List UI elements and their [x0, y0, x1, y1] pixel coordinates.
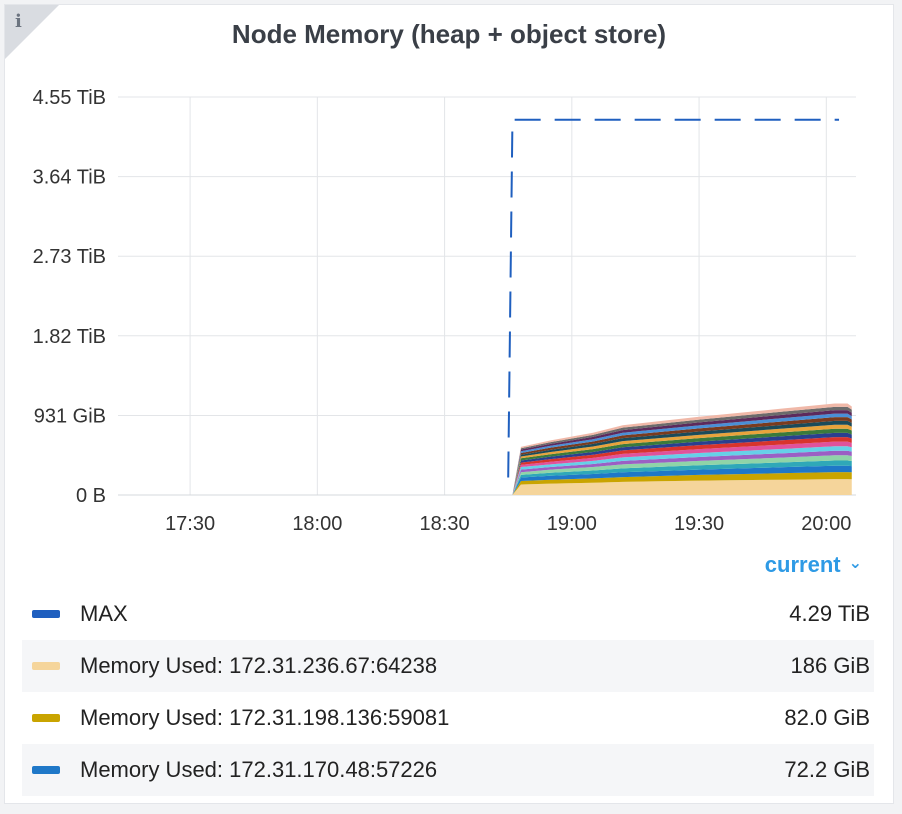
legend-label: Memory Used: 172.31.236.67:64238 [80, 653, 438, 678]
y-tick-label: 4.55 TiB [33, 87, 106, 109]
x-tick-label: 20:00 [801, 513, 851, 535]
y-tick-label: 1.82 TiB [33, 326, 106, 348]
legend-swatch [32, 714, 60, 722]
legend-item-max[interactable]: MAX 4.29 TiB [22, 588, 874, 640]
info-icon[interactable]: i [15, 11, 22, 32]
area-series-5 [512, 455, 852, 495]
x-tick-label: 19:30 [674, 513, 724, 535]
legend-item[interactable]: Memory Used: 172.31.170.48:57226 72.2 Gi… [22, 744, 874, 796]
max-line [507, 118, 840, 478]
area-series-4 [512, 460, 852, 495]
legend-value: 82.0 GiB [784, 705, 870, 730]
legend-mode-label: current [764, 552, 841, 577]
legend-swatch [32, 662, 60, 670]
y-tick-label: 3.64 TiB [33, 167, 106, 189]
x-tick-label: 19:00 [547, 513, 597, 535]
max-series-line [507, 118, 840, 478]
info-corner[interactable] [5, 5, 59, 59]
legend-item[interactable]: Memory Used: 172.31.236.67:64238 186 GiB [22, 640, 874, 692]
x-tick-label: 17:30 [165, 513, 215, 535]
area-series-3 [512, 465, 852, 495]
area-series-1 [512, 479, 852, 495]
legend-value: 72.2 GiB [784, 757, 870, 782]
legend: MAX 4.29 TiB Memory Used: 172.31.236.67:… [22, 588, 874, 796]
legend-swatch [32, 610, 60, 618]
area-series-14 [512, 417, 852, 495]
area-series-8 [512, 441, 852, 495]
y-tick-label: 2.73 TiB [33, 246, 106, 268]
legend-label: MAX [80, 601, 128, 626]
area-series-6 [512, 450, 852, 495]
memory-chart: 0 B 931 GiB 1.82 TiB 2.73 TiB 3.64 TiB 4.55 T… [33, 87, 856, 535]
area-series-9 [512, 437, 852, 495]
legend-mode-toggle[interactable]: current ⌄ [765, 552, 862, 578]
legend-swatch [32, 766, 60, 774]
x-tick-label: 18:30 [420, 513, 470, 535]
area-series-7 [512, 446, 852, 495]
y-tick-label: 0 B [76, 485, 106, 507]
area-series-11 [512, 428, 852, 495]
y-tick-label: 931 GiB [34, 405, 106, 427]
stacked-areas [512, 403, 852, 495]
legend-item[interactable]: Memory Used: 172.31.198.136:59081 82.0 G… [22, 692, 874, 744]
chevron-down-icon: ⌄ [848, 555, 862, 572]
legend-value: 4.29 TiB [789, 601, 870, 626]
y-axis-ticks: 0 B 931 GiB 1.82 TiB 2.73 TiB 3.64 TiB 4.55 T… [33, 87, 106, 507]
legend-label: Memory Used: 172.31.198.136:59081 [80, 705, 450, 730]
legend-label: Memory Used: 172.31.170.48:57226 [80, 757, 438, 782]
panel-title: Node Memory (heap + object store) [231, 19, 667, 49]
x-axis-ticks: 17:30 18:00 18:30 19:00 19:30 20:00 [165, 513, 851, 535]
area-series-12 [512, 424, 852, 495]
x-tick-label: 18:00 [292, 513, 342, 535]
legend-value: 186 GiB [790, 653, 871, 678]
area-series-13 [512, 420, 852, 495]
area-series-2 [512, 472, 852, 495]
area-series-10 [512, 432, 852, 495]
